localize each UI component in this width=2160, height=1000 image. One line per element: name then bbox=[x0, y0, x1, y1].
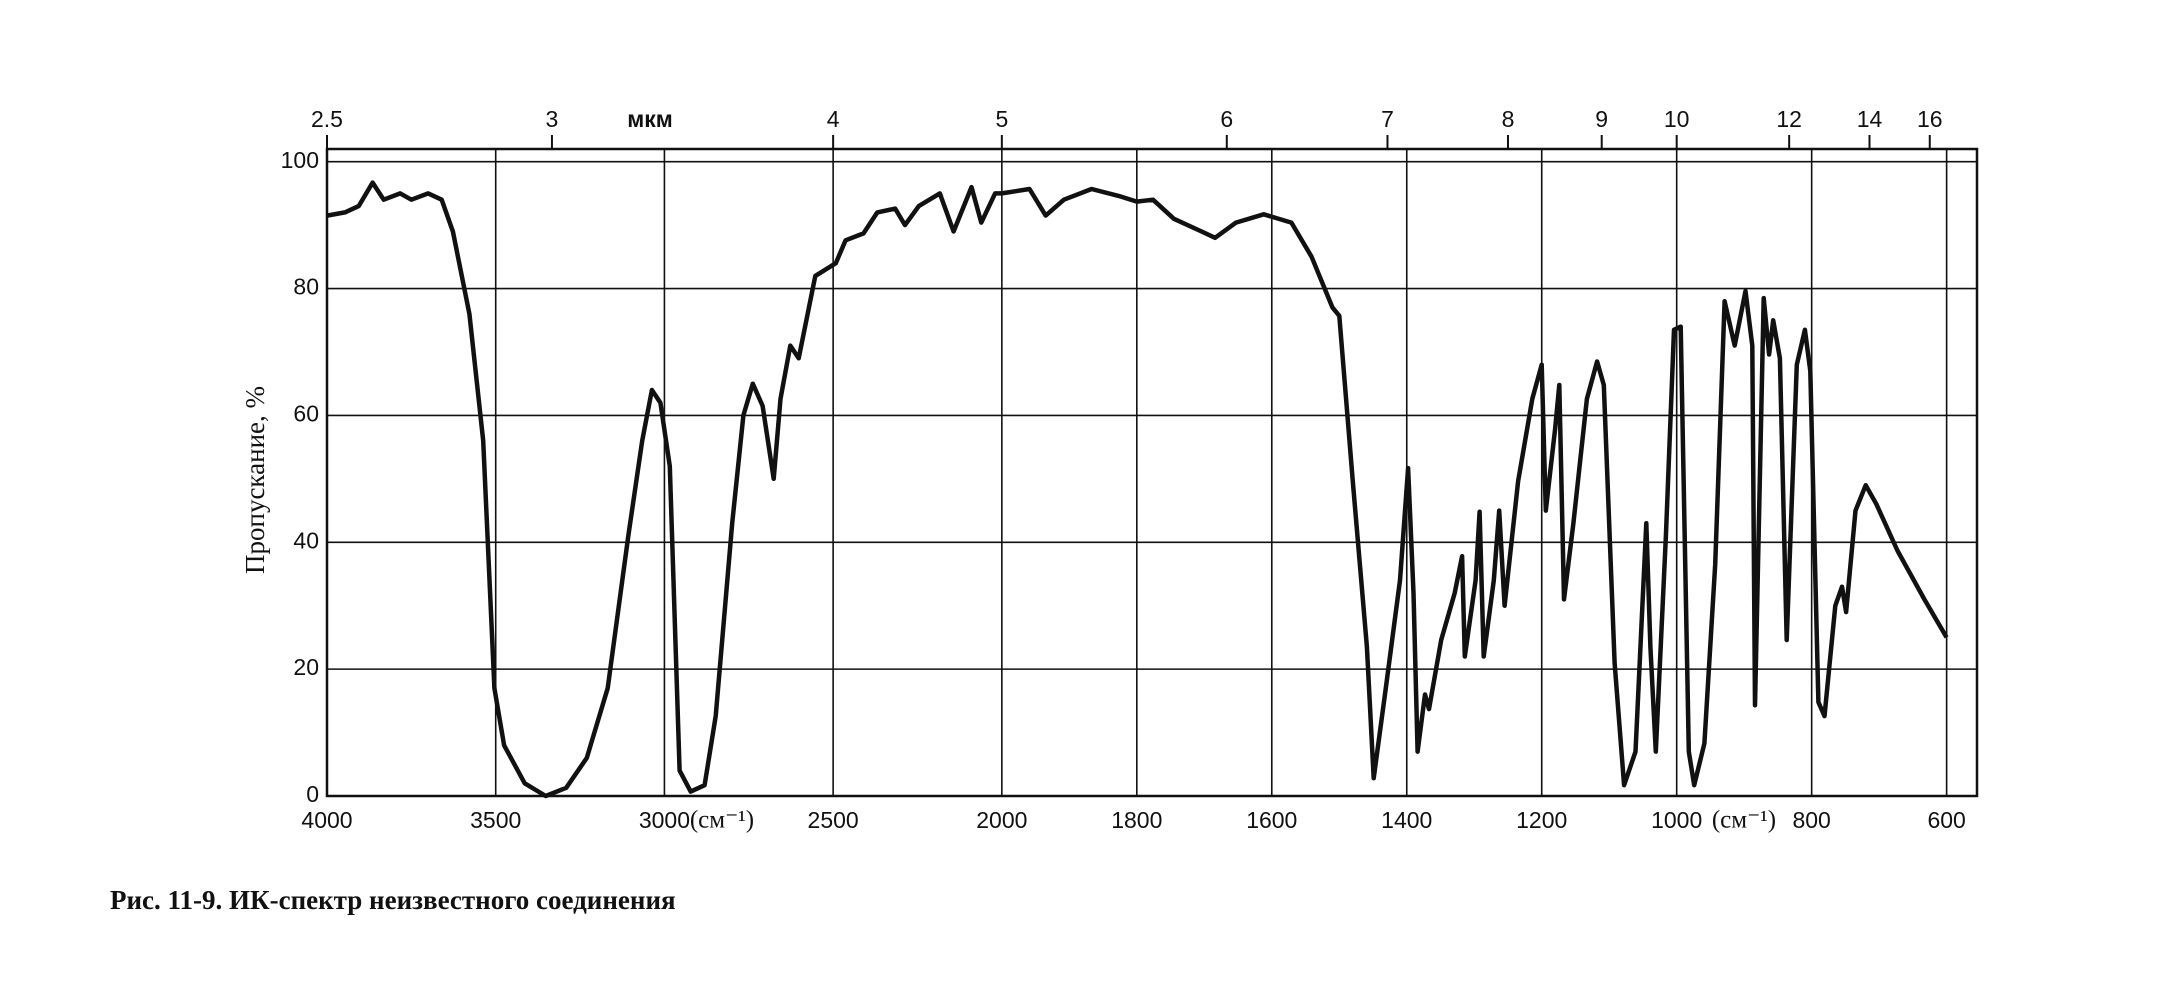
y-tick-label: 0 bbox=[306, 781, 319, 807]
x-tick-label: 3000 bbox=[639, 807, 690, 833]
x-tick-label: 2000 bbox=[976, 807, 1027, 833]
x2-tick-label: 6 bbox=[1220, 106, 1233, 132]
x-tick-label: 1800 bbox=[1111, 807, 1162, 833]
caption: Рис. 11-9. ИК-спектр неизвестного соедин… bbox=[110, 885, 676, 915]
x2-tick-label: 5 bbox=[995, 106, 1008, 132]
x-unit-label: (см⁻¹) bbox=[1712, 807, 1776, 834]
x-tick-label: 3500 bbox=[470, 807, 521, 833]
plot-frame bbox=[325, 147, 1979, 798]
x2-tick-label: 3 bbox=[546, 106, 559, 132]
y-tick-label: 20 bbox=[293, 654, 319, 680]
y-tick-label: 60 bbox=[293, 400, 319, 426]
y-tick-label: 80 bbox=[293, 274, 319, 300]
x2-tick-label: 9 bbox=[1595, 106, 1608, 132]
x-tick-label: 1200 bbox=[1516, 807, 1567, 833]
y-tick-label: 100 bbox=[281, 147, 319, 173]
x2-tick-label: 2.5 bbox=[311, 106, 343, 132]
x2-tick-label: 8 bbox=[1502, 106, 1515, 132]
x2-tick-label: 12 bbox=[1776, 106, 1802, 132]
spectrum-line bbox=[326, 180, 1949, 799]
x2-axis-label: мкм bbox=[627, 106, 673, 132]
x-tick-label: 1400 bbox=[1381, 807, 1432, 833]
x2-tick-label: 4 bbox=[827, 106, 840, 132]
x2-tick-label: 16 bbox=[1917, 106, 1943, 132]
y-tick-label: 40 bbox=[293, 527, 319, 553]
x-unit-label: (см⁻¹) bbox=[690, 807, 754, 834]
x-tick-label: 600 bbox=[1927, 807, 1965, 833]
x-tick-label: 2500 bbox=[808, 807, 859, 833]
x-tick-label: 1000 bbox=[1651, 807, 1702, 833]
x2-tick-label: 7 bbox=[1381, 106, 1394, 132]
x-tick-label: 800 bbox=[1792, 807, 1830, 833]
x-tick-label: 1600 bbox=[1246, 807, 1297, 833]
y-axis-label: Пропускание, % bbox=[240, 386, 270, 574]
x2-tick-label: 14 bbox=[1857, 106, 1883, 132]
x2-tick-label: 10 bbox=[1664, 106, 1690, 132]
x-tick-label: 4000 bbox=[301, 807, 352, 833]
